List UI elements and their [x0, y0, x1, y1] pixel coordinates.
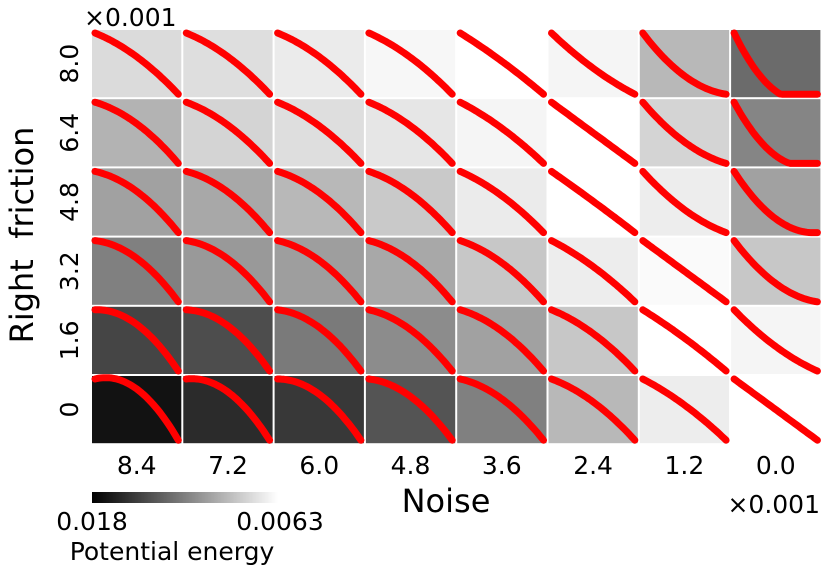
curve-r5-c0: [91, 374, 182, 444]
heatmap-cell-r5-c1: [183, 376, 273, 444]
x-tick-label: 6.0: [299, 451, 339, 480]
curve-r3-c6: [639, 237, 730, 306]
heatmap-cell-r0-c7: [731, 30, 821, 98]
colorbar-min-label: 0.018: [56, 507, 128, 536]
x-tick-label: 3.6: [482, 451, 522, 480]
x-tick-label: 8.4: [117, 451, 157, 480]
colorbar-max-label: 0.0063: [236, 507, 323, 536]
curve-r0-c0: [91, 29, 182, 98]
heatmap-cell-r4-c2: [274, 306, 364, 374]
curve-r0-c6: [639, 29, 730, 98]
curve-r0-c3: [365, 29, 456, 98]
curve-r1-c4: [456, 98, 547, 167]
curve-r5-c4: [456, 375, 547, 444]
curve-r0-c2: [274, 29, 365, 98]
heatmap-cell-r4-c3: [365, 306, 456, 374]
x-tick-label: 2.4: [573, 451, 613, 480]
curve-r1-c1: [182, 98, 274, 167]
curve-r5-c5: [548, 375, 639, 444]
heatmap-cell-r5-c3: [365, 376, 456, 444]
curve-r2-c1: [182, 167, 274, 237]
curve-r0-c7: [730, 29, 821, 98]
curve-r5-c1: [182, 375, 274, 444]
curve-r2-c2: [274, 167, 365, 237]
heatmap-cell-r5-c4: [457, 376, 547, 444]
curve-r1-c7: [730, 98, 821, 167]
curve-r1-c2: [274, 98, 365, 167]
curve-r4-c5: [548, 306, 639, 375]
y-tick-label: 3.2: [55, 251, 84, 291]
curve-r1-c3: [365, 98, 456, 167]
curve-r2-c7: [730, 167, 821, 237]
y-tick-labels: 8.0 6.4 4.8 3.2 1.6 0: [55, 44, 84, 418]
heatmap-cell-r4-c0: [92, 306, 182, 374]
curve-r3-c0: [91, 237, 182, 306]
curve-r3-c3: [365, 237, 456, 306]
curve-r4-c2: [274, 306, 365, 375]
heatmap-cell-r2-c7: [731, 168, 821, 236]
curve-r4-c4: [456, 306, 547, 375]
curve-r4-c6: [639, 306, 730, 375]
curve-r1-c0: [91, 98, 182, 167]
x-axis-label: Noise: [402, 482, 491, 520]
curve-r3-c7: [730, 237, 821, 306]
heatmap-cell-r0-c6: [639, 30, 730, 98]
colorbar: [92, 492, 278, 503]
curve-r5-c7: [730, 375, 821, 444]
heatmap-cell-r5-c2: [274, 376, 364, 444]
curve-r1-c6: [639, 98, 730, 167]
heatmap-cells: [91, 29, 821, 444]
curve-r4-c0: [91, 306, 182, 375]
curve-r3-c1: [182, 237, 274, 306]
curve-r2-c3: [365, 167, 456, 237]
heatmap-cell-r3-c7: [731, 237, 821, 305]
heatmap-cell-r3-c0: [92, 237, 182, 305]
y-tick-label: 0: [55, 402, 84, 418]
curve-r3-c5: [548, 237, 639, 306]
y-multiplier-label: ×0.001: [84, 3, 177, 32]
curve-r2-c0: [91, 167, 182, 237]
x-tick-label: 1.2: [665, 451, 705, 480]
x-tick-labels: 8.4 7.2 6.0 4.8 3.6 2.4 1.2 0.0: [117, 451, 796, 480]
curve-r5-c6: [639, 375, 730, 444]
heatmap-cell-r2-c0: [92, 168, 182, 236]
curve-r5-c3: [365, 375, 456, 444]
curve-r5-c2: [274, 375, 365, 444]
curve-r4-c7: [730, 306, 821, 375]
x-tick-label: 7.2: [208, 451, 248, 480]
curve-r0-c4: [456, 29, 547, 98]
curve-r2-c5: [548, 167, 639, 237]
curve-r3-c2: [274, 237, 365, 306]
heatmap-cell-r3-c1: [183, 237, 273, 305]
curve-r2-c6: [639, 167, 730, 237]
y-tick-label: 1.6: [55, 321, 84, 361]
curve-r3-c4: [456, 237, 547, 306]
heatmap-cell-r3-c3: [365, 237, 456, 305]
curve-r2-c4: [456, 167, 547, 237]
x-multiplier-label: ×0.001: [727, 490, 820, 519]
y-axis-label: Right friction: [3, 127, 41, 344]
x-tick-label: 4.8: [391, 451, 431, 480]
heatmap-cell-r4-c1: [183, 306, 273, 374]
x-tick-label: 0.0: [756, 451, 796, 480]
y-tick-label: 6.4: [55, 113, 84, 153]
curve-r1-c5: [548, 98, 639, 167]
curve-r0-c1: [182, 29, 274, 98]
heatmap-cell-r2-c1: [183, 168, 273, 236]
y-tick-label: 8.0: [55, 44, 84, 84]
colorbar-label: Potential energy: [70, 537, 275, 566]
y-tick-label: 4.8: [55, 182, 84, 222]
curve-r0-c5: [548, 29, 639, 98]
curve-r4-c3: [365, 306, 456, 375]
heatmap-cell-r3-c2: [274, 237, 364, 305]
curve-r4-c1: [182, 306, 274, 375]
